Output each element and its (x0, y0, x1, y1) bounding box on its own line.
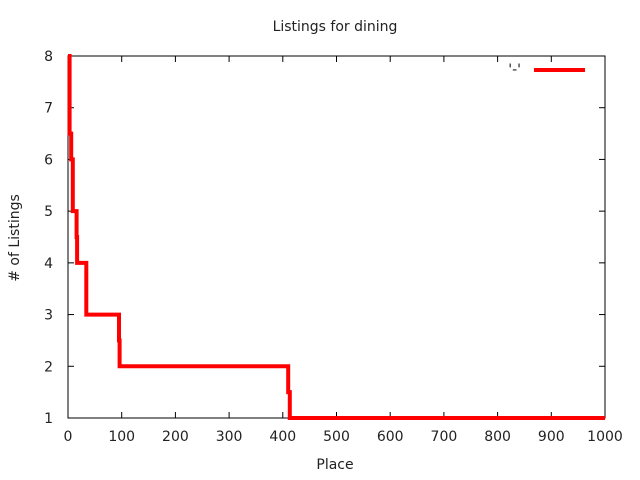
y-axis-label: # of Listings (7, 194, 23, 282)
x-tick-label: 900 (538, 429, 565, 445)
x-tick-label: 100 (108, 429, 135, 445)
y-tick-label: 8 (44, 49, 53, 65)
x-tick-label: 400 (269, 429, 296, 445)
y-tick-label: 1 (44, 411, 53, 427)
x-tick-label: 600 (377, 429, 404, 445)
legend-label: '-' (508, 62, 521, 78)
x-tick-label: 800 (484, 429, 511, 445)
x-tick-label: 700 (431, 429, 458, 445)
x-tick-label: 1000 (587, 429, 623, 445)
series-line (67, 54, 605, 420)
legend: '-' (508, 62, 585, 78)
x-tick-label: 0 (64, 429, 73, 445)
y-tick-label: 4 (44, 256, 53, 272)
y-axis-ticks: 1 2 3 4 5 6 7 8 (44, 49, 605, 427)
y-tick-label: 5 (44, 204, 53, 220)
plot-frame (67, 55, 606, 419)
y-tick-label: 2 (44, 359, 53, 375)
x-tick-label: 300 (216, 429, 243, 445)
y-tick-label: 3 (44, 308, 53, 324)
x-tick-label: 500 (323, 429, 350, 445)
y-tick-label: 7 (44, 101, 53, 117)
y-tick-label: 6 (44, 152, 53, 168)
x-tick-label: 200 (162, 429, 189, 445)
series-layer (67, 54, 605, 420)
x-axis-label: Place (316, 457, 353, 473)
chart-title: Listings for dining (273, 19, 398, 35)
x-axis-ticks: 0 100 200 300 400 500 600 700 800 900 1000 (64, 56, 623, 445)
